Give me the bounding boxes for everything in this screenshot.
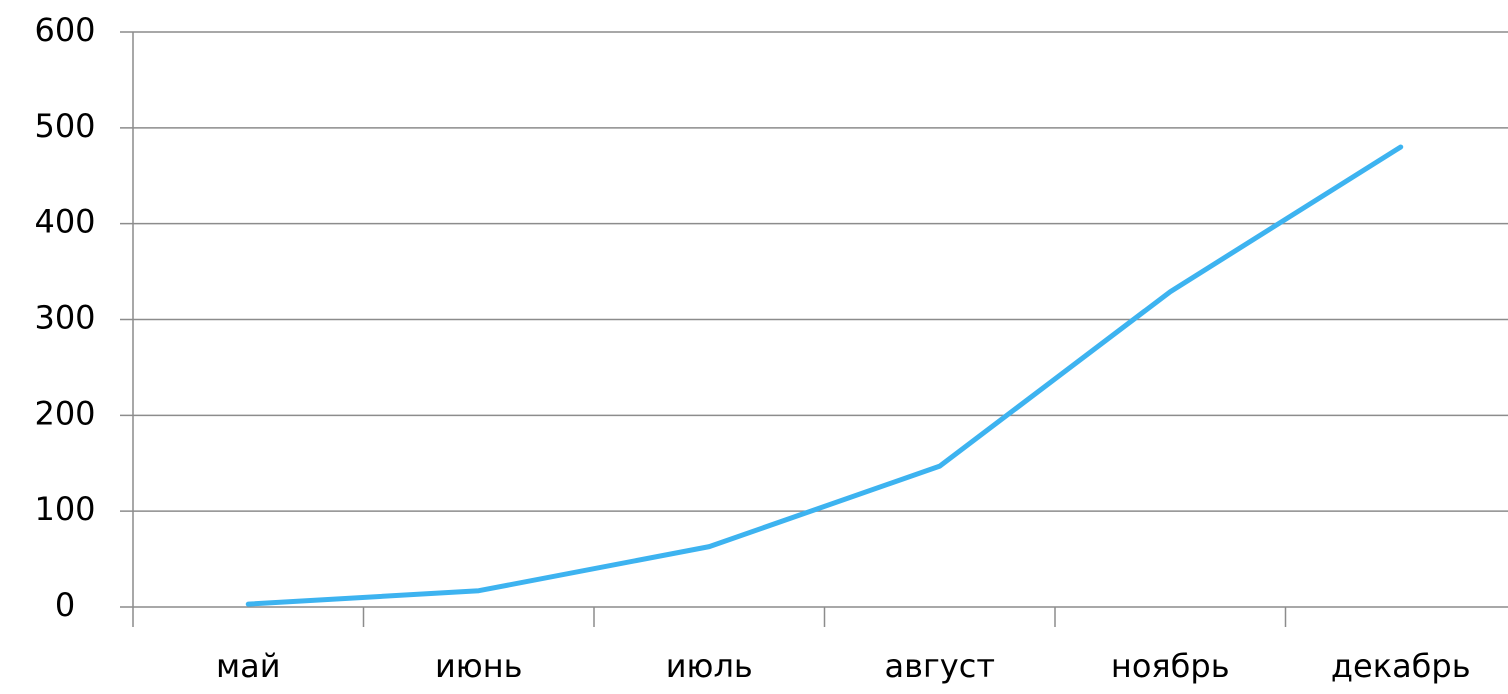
- y-tick-label: 300: [34, 299, 95, 337]
- x-tick-label: июль: [666, 647, 753, 685]
- x-tick-label: ноябрь: [1111, 647, 1230, 685]
- y-tick-label: 100: [34, 490, 95, 528]
- line: [245, 144, 1404, 607]
- x-tick-label: май: [216, 647, 281, 685]
- x-tick-label: июнь: [435, 647, 523, 685]
- y-tick-label: 600: [34, 11, 95, 49]
- y-tick-label: 500: [34, 107, 95, 145]
- y-tick-label: 0: [55, 586, 75, 624]
- y-tick-label: 400: [34, 203, 95, 241]
- x-tick-label: декабрь: [1331, 647, 1471, 685]
- x-tick-label: август: [885, 647, 995, 685]
- y-tick-label: 200: [34, 394, 95, 432]
